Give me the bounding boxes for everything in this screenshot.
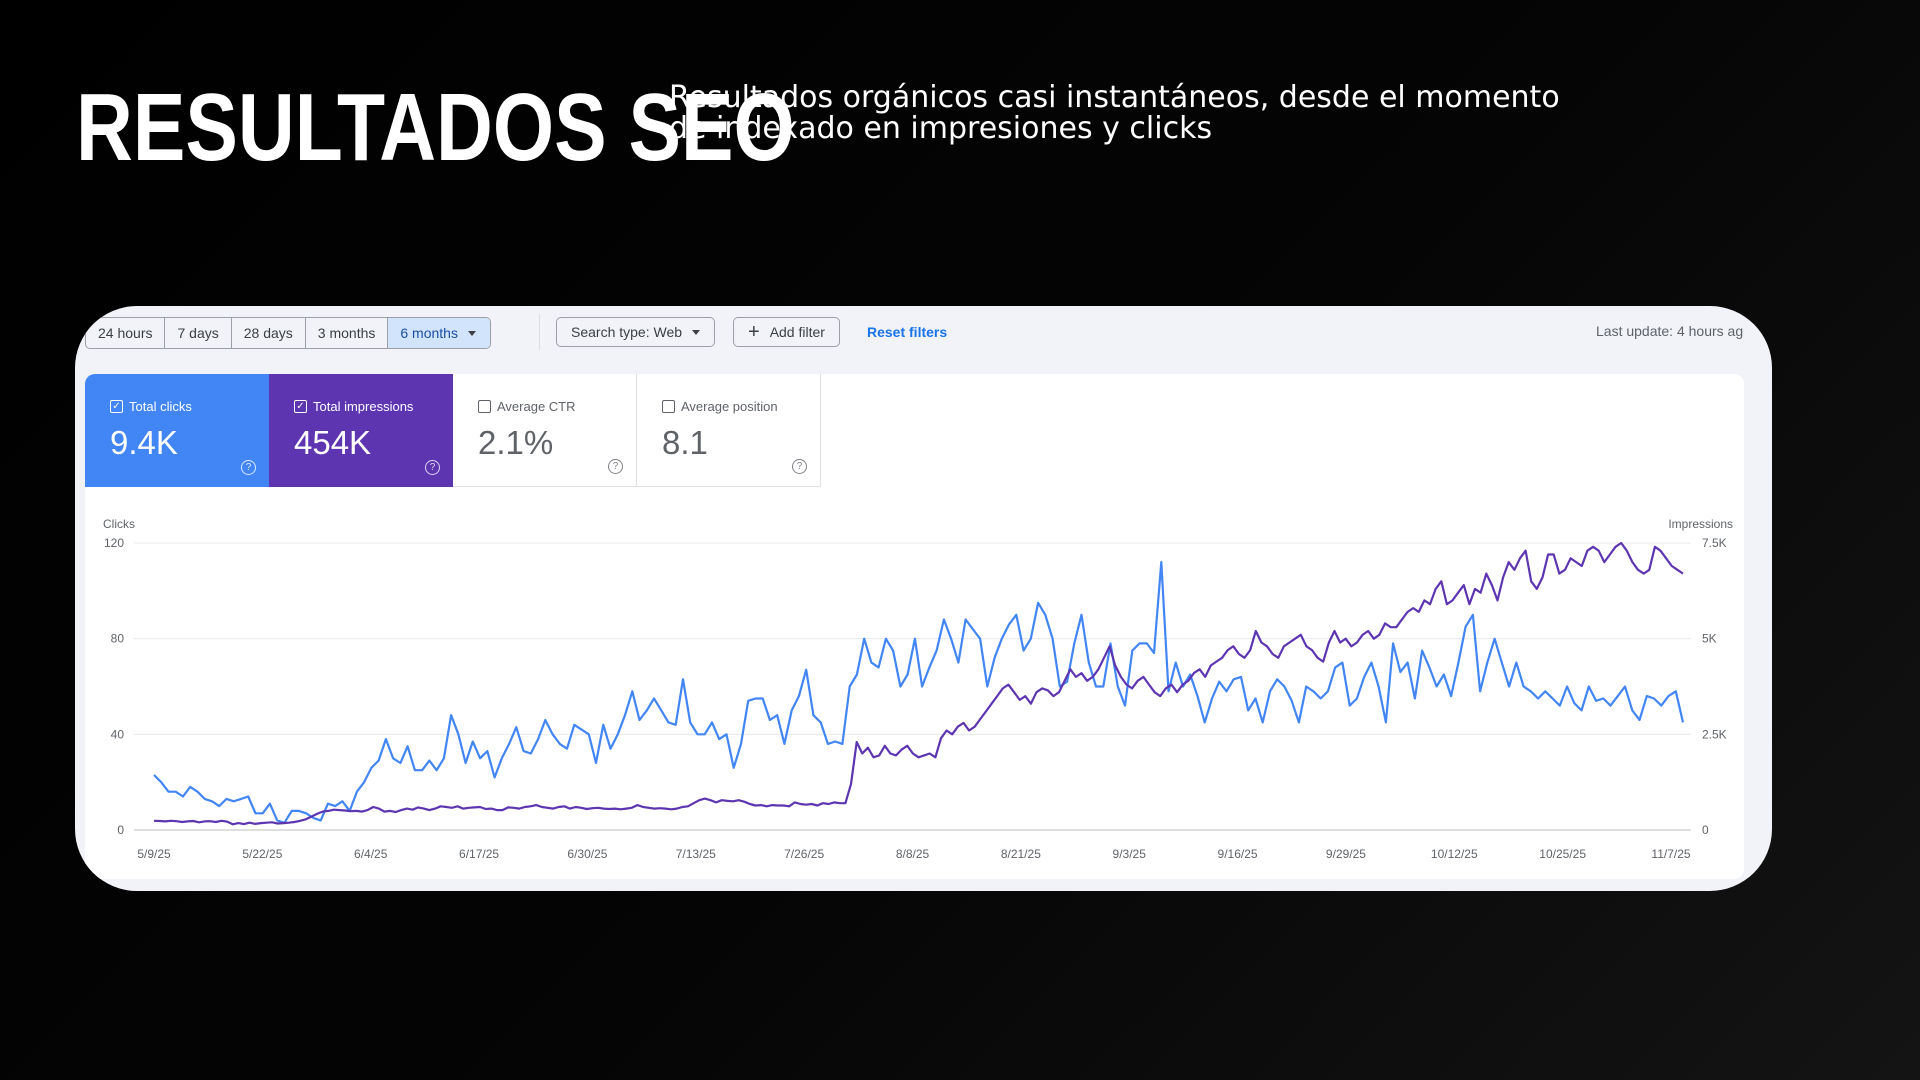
slide-subtitle: Resultados orgánicos casi instantáneos, …: [669, 80, 1560, 146]
y-tick-label-right: 7.5K: [1702, 536, 1727, 550]
range-24-hours[interactable]: 24 hours: [86, 318, 166, 348]
y-tick-label-right: 2.5K: [1702, 727, 1727, 741]
x-tick-label: 11/7/25: [1651, 847, 1690, 861]
reset-filters-link[interactable]: Reset filters: [867, 324, 948, 340]
x-tick-label: 5/9/25: [137, 847, 171, 861]
search-type-button[interactable]: Search type: Web: [556, 317, 716, 347]
search-console-card: 24 hours 7 days 28 days 3 months 6 month…: [75, 306, 1772, 891]
dropdown-caret-icon: [692, 329, 701, 335]
help-icon[interactable]: ?: [608, 459, 623, 474]
x-tick-label: 6/30/25: [567, 847, 607, 861]
x-tick-label: 7/26/25: [784, 847, 824, 861]
x-tick-label: 10/12/25: [1431, 847, 1478, 861]
dropdown-caret-icon: [467, 330, 476, 336]
range-3-months[interactable]: 3 months: [306, 318, 389, 348]
x-tick-label: 9/29/25: [1326, 847, 1366, 861]
y-tick-label-left: 0: [117, 823, 124, 837]
metric-total-impressions[interactable]: ✓ Total impressions 454K ?: [269, 374, 453, 487]
y-tick-label-left: 40: [111, 727, 125, 741]
help-icon[interactable]: ?: [425, 460, 440, 475]
slide-title: RESULTADOS SEO: [76, 74, 795, 181]
metric-label: Average CTR: [497, 399, 576, 414]
add-filter-label: Add filter: [769, 324, 825, 340]
y-tick-label-right: 0: [1702, 823, 1709, 837]
search-type-label: Search type: Web: [571, 324, 683, 340]
metric-value: 2.1%: [478, 424, 554, 461]
x-tick-label: 7/13/25: [676, 847, 716, 861]
range-7-days[interactable]: 7 days: [165, 318, 232, 348]
checkbox-unchecked-icon: [662, 400, 675, 413]
impressions-series-line: [153, 541, 1684, 826]
range-6-months[interactable]: 6 months: [388, 318, 490, 348]
checkbox-checked-icon: ✓: [294, 400, 307, 413]
plus-icon: +: [748, 321, 760, 343]
metric-value: 8.1: [662, 424, 708, 461]
clicks-series-line: [153, 560, 1685, 824]
y-tick-label-left: 80: [111, 632, 125, 646]
performance-toolbar: 24 hours 7 days 28 days 3 months 6 month…: [75, 306, 1772, 374]
y-axis-right-title: Impressions: [1668, 517, 1733, 531]
metric-average-ctr[interactable]: Average CTR 2.1% ?: [453, 374, 637, 487]
range-28-days[interactable]: 28 days: [232, 318, 306, 348]
metric-label-row: ✓ Total clicks: [110, 399, 269, 414]
x-tick-label: 8/21/25: [1001, 847, 1041, 861]
x-tick-label: 9/16/25: [1218, 847, 1258, 861]
metric-label-row: Average position: [662, 399, 820, 414]
y-tick-label-right: 5K: [1702, 632, 1717, 646]
metric-total-clicks[interactable]: ✓ Total clicks 9.4K ?: [85, 374, 269, 487]
x-tick-label: 5/22/25: [242, 847, 282, 861]
metric-value: 454K: [294, 424, 372, 461]
metric-label-row: ✓ Total impressions: [294, 399, 453, 414]
metric-label: Total impressions: [313, 399, 414, 414]
metric-label-row: Average CTR: [478, 399, 636, 414]
performance-chart: Clicks Impressions 0 40 80 120 0 2.5K 5K 7.5K 5/9/…: [103, 517, 1733, 861]
toolbar-divider: [539, 314, 540, 350]
date-range-selector: 24 hours 7 days 28 days 3 months 6 month…: [85, 317, 491, 349]
x-tick-label: 9/3/25: [1113, 847, 1147, 861]
range-6-months-label: 6 months: [400, 325, 458, 341]
checkbox-checked-icon: ✓: [110, 400, 123, 413]
metric-value: 9.4K: [110, 424, 178, 461]
help-icon[interactable]: ?: [792, 459, 807, 474]
metric-average-position[interactable]: Average position 8.1 ?: [637, 374, 821, 487]
metric-label: Average position: [681, 399, 778, 414]
x-tick-label: 6/4/25: [354, 847, 388, 861]
performance-panel: ✓ Total clicks 9.4K ? ✓ Total impression…: [85, 374, 1744, 879]
x-tick-label: 6/17/25: [459, 847, 499, 861]
x-tick-label: 10/25/25: [1539, 847, 1586, 861]
y-tick-label-left: 120: [104, 536, 124, 550]
help-icon[interactable]: ?: [241, 460, 256, 475]
metric-label: Total clicks: [129, 399, 192, 414]
checkbox-unchecked-icon: [478, 400, 491, 413]
last-update-text: Last update: 4 hours ag: [1596, 323, 1744, 339]
add-filter-button[interactable]: + Add filter: [733, 317, 840, 347]
y-axis-left-title: Clicks: [103, 517, 135, 531]
x-tick-label: 8/8/25: [896, 847, 930, 861]
